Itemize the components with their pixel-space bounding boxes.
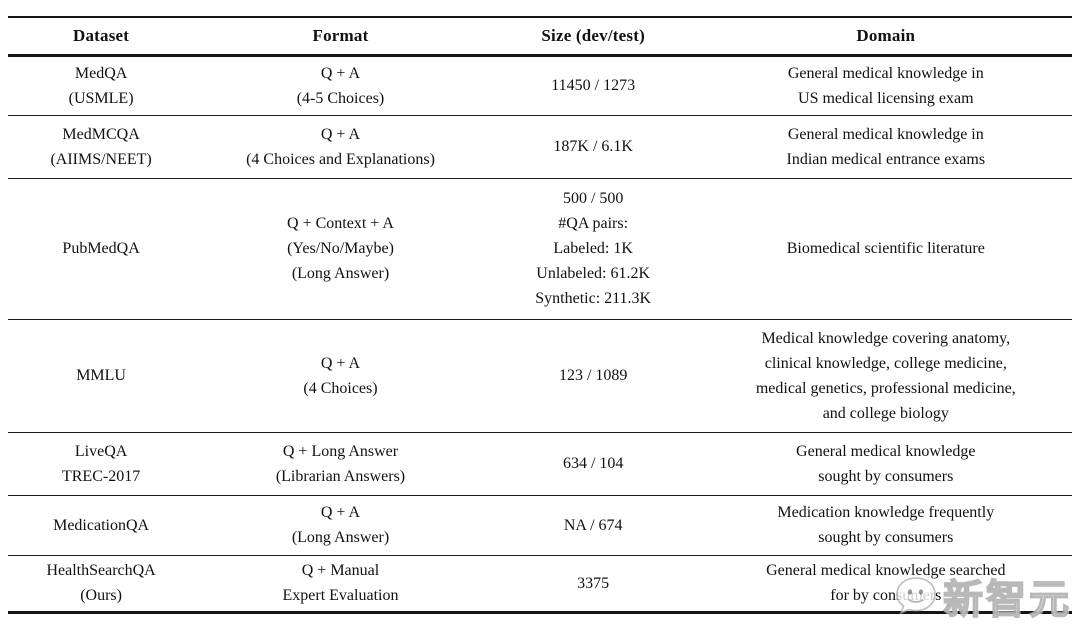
table-row: PubMedQA Q + Context + A (Yes/No/Maybe) … bbox=[8, 178, 1072, 319]
cell-format: Q + A (4 Choices) bbox=[303, 354, 378, 397]
table-row: MedMCQA (AIIMS/NEET) Q + A (4 Choices an… bbox=[8, 115, 1072, 178]
cell-dataset: HealthSearchQA (Ours) bbox=[46, 562, 156, 604]
column-header-format: Format bbox=[194, 17, 487, 57]
cell-domain: Medical knowledge covering anatomy, clin… bbox=[755, 329, 1016, 422]
cell-size: 3375 bbox=[577, 574, 610, 592]
column-header-size: Size (dev/test) bbox=[486, 17, 700, 57]
column-header-dataset: Dataset bbox=[8, 17, 195, 57]
datasets-table: Dataset Format Size (dev/test) Domain Me… bbox=[8, 16, 1072, 614]
cell-format: Q + Context + A (Yes/No/Maybe) (Long Ans… bbox=[287, 215, 394, 282]
cell-dataset: MedMCQA (AIIMS/NEET) bbox=[50, 125, 152, 168]
cell-size: 187K / 6.1K bbox=[553, 138, 633, 155]
table-row: HealthSearchQA (Ours) Q + Manual Expert … bbox=[8, 555, 1072, 612]
cell-dataset: MedicationQA bbox=[53, 516, 150, 534]
cell-domain: General medical knowledge in US medical … bbox=[787, 64, 984, 107]
column-header-domain: Domain bbox=[699, 17, 1072, 57]
cell-size: 634 / 104 bbox=[562, 455, 624, 472]
table-header-row: Dataset Format Size (dev/test) Domain bbox=[8, 17, 1072, 57]
cell-domain: General medical knowledge sought by cons… bbox=[796, 442, 976, 485]
cell-format: Q + Manual Expert Evaluation bbox=[282, 562, 399, 604]
table-row: MMLU Q + A (4 Choices) 123 / 1089 Medica… bbox=[8, 319, 1072, 432]
cell-domain: Medication knowledge frequently sought b… bbox=[777, 504, 995, 546]
cell-size: 11450 / 1273 bbox=[551, 77, 636, 94]
cell-domain: General medical knowledge searched for b… bbox=[766, 562, 1006, 604]
cell-size: NA / 674 bbox=[563, 516, 623, 534]
cell-format: Q + A (4-5 Choices) bbox=[296, 64, 385, 107]
table-row: LiveQA TREC-2017 Q + Long Answer (Librar… bbox=[8, 432, 1072, 495]
cell-size: 500 / 500 #QA pairs: Labeled: 1K Unlabel… bbox=[535, 190, 652, 307]
cell-domain: General medical knowledge in Indian medi… bbox=[786, 125, 986, 168]
cell-format: Q + A (Long Answer) bbox=[291, 504, 390, 546]
cell-dataset: LiveQA TREC-2017 bbox=[61, 442, 141, 485]
cell-format: Q + Long Answer (Librarian Answers) bbox=[275, 442, 406, 485]
cell-dataset: PubMedQA bbox=[62, 240, 140, 257]
cell-dataset: MedQA (USMLE) bbox=[68, 64, 134, 107]
cell-format: Q + A (4 Choices and Explanations) bbox=[246, 125, 435, 168]
cell-dataset: MMLU bbox=[76, 367, 126, 384]
cell-size: 123 / 1089 bbox=[558, 367, 628, 384]
table-row: MedicationQA Q + A (Long Answer) NA / 67… bbox=[8, 495, 1072, 555]
table-row: MedQA (USMLE) Q + A (4-5 Choices) 11450 … bbox=[8, 55, 1072, 115]
cell-domain: Biomedical scientific literature bbox=[786, 240, 985, 257]
